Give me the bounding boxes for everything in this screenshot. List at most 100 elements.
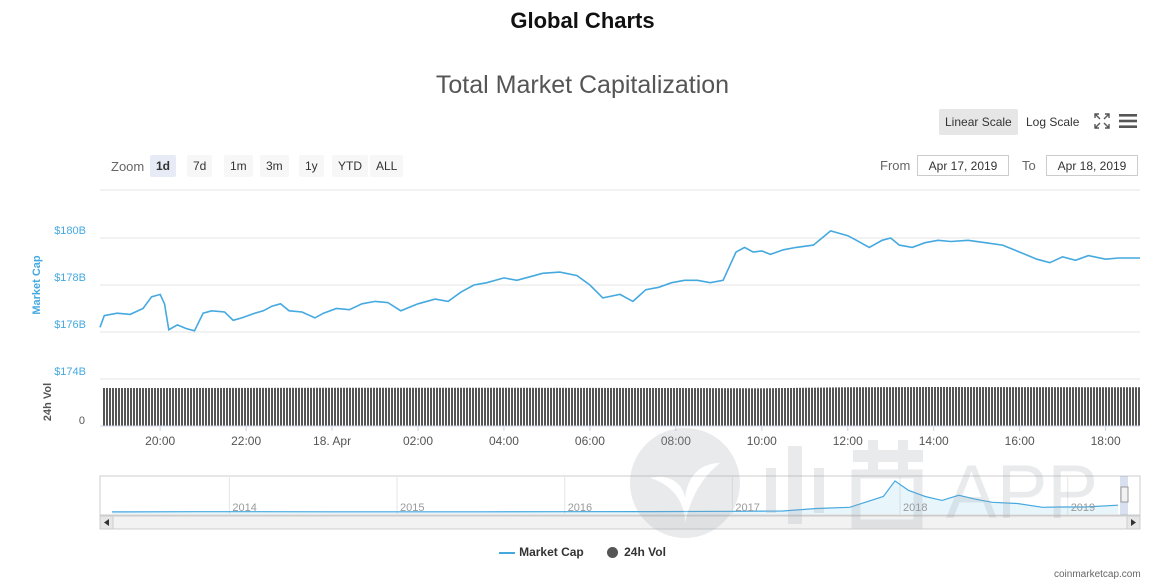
x-tick-label: 06:00 <box>575 434 605 448</box>
volume-bar <box>301 387 303 426</box>
volume-bar <box>421 387 423 426</box>
volume-bar <box>145 388 147 426</box>
credits-link[interactable]: coinmarketcap.com <box>1054 569 1141 580</box>
volume-bar <box>655 387 657 426</box>
log-scale-button[interactable]: Log Scale <box>1026 115 1080 129</box>
volume-bar <box>307 387 309 426</box>
volume-bar <box>535 387 537 426</box>
volume-bar <box>103 388 105 426</box>
volume-bar <box>265 387 267 426</box>
volume-bar <box>592 387 594 426</box>
from-date-input[interactable]: Apr 17, 2019 <box>917 155 1009 176</box>
volume-bar <box>538 387 540 426</box>
y-tick-label: $176B <box>54 319 86 331</box>
volume-bar <box>292 387 294 426</box>
volume-bar <box>241 387 243 426</box>
volume-bar <box>571 387 573 426</box>
menu-icon[interactable] <box>1118 112 1138 130</box>
volume-bar <box>799 387 801 426</box>
volume-bar <box>370 387 372 426</box>
volume-bar <box>106 388 108 426</box>
volume-bar <box>667 388 669 426</box>
volume-bar <box>1135 387 1137 426</box>
navigator-handle[interactable] <box>1120 486 1129 503</box>
volume-bar <box>769 388 771 426</box>
to-date-input[interactable]: Apr 18, 2019 <box>1046 155 1138 176</box>
volume-bar <box>1027 387 1029 426</box>
volume-bar <box>1096 387 1098 426</box>
scrollbar-track[interactable] <box>99 515 1141 530</box>
volume-bar <box>1051 387 1053 426</box>
y-tick-label: $174B <box>54 366 86 378</box>
volume-bar <box>907 387 909 426</box>
volume-bar <box>1021 387 1023 426</box>
zoom-button-1y[interactable]: 1y <box>299 155 324 177</box>
volume-bar <box>220 387 222 426</box>
volume-bar <box>493 387 495 426</box>
volume-bar <box>142 388 144 426</box>
volume-bar <box>652 387 654 426</box>
volume-bar <box>400 387 402 426</box>
x-tick-label: 16:00 <box>1005 434 1035 448</box>
volume-bar <box>631 387 633 426</box>
linear-scale-button[interactable]: Linear Scale <box>939 109 1018 135</box>
volume-bar <box>478 387 480 426</box>
fullscreen-icon[interactable] <box>1093 112 1111 130</box>
volume-bar <box>811 387 813 426</box>
volume-bar <box>775 388 777 426</box>
volume-bar <box>754 388 756 426</box>
volume-bar <box>424 387 426 426</box>
zoom-button-1m[interactable]: 1m <box>224 155 253 177</box>
volume-bar <box>418 387 420 426</box>
volume-bar <box>190 387 192 426</box>
volume-bar <box>1111 387 1113 426</box>
zoom-button-all[interactable]: ALL <box>370 155 404 177</box>
volume-bar <box>469 387 471 426</box>
legend-item-market-cap[interactable]: Market Cap <box>499 545 584 559</box>
volume-bar <box>136 388 138 426</box>
volume-bar <box>1132 387 1134 426</box>
volume-bar <box>745 388 747 426</box>
volume-bar <box>121 388 123 426</box>
legend-label-volume: 24h Vol <box>624 545 666 559</box>
volume-bar <box>802 387 804 426</box>
volume-axis-tick: 0 <box>79 415 85 427</box>
zoom-button-ytd[interactable]: YTD <box>332 155 368 177</box>
x-tick-label: 08:00 <box>661 434 691 448</box>
volume-bar <box>550 387 552 426</box>
volume-bar <box>358 387 360 426</box>
volume-bar <box>739 388 741 426</box>
volume-bar <box>394 387 396 426</box>
volume-bar <box>490 387 492 426</box>
volume-bar <box>673 388 675 426</box>
zoom-button-1d[interactable]: 1d <box>150 155 177 177</box>
volume-bar <box>670 388 672 426</box>
volume-bar <box>847 387 849 426</box>
volume-bar <box>397 387 399 426</box>
volume-bar <box>844 387 846 426</box>
volume-bar <box>598 387 600 426</box>
zoom-button-7d[interactable]: 7d <box>187 155 213 177</box>
volume-bar <box>874 387 876 426</box>
volume-bar <box>325 387 327 426</box>
volume-bar <box>499 387 501 426</box>
zoom-button-3m[interactable]: 3m <box>260 155 289 177</box>
volume-bar <box>742 388 744 426</box>
volume-bar <box>1030 387 1032 426</box>
volume-bar <box>1081 387 1083 426</box>
volume-bar <box>883 387 885 426</box>
volume-bar <box>355 387 357 426</box>
volume-bar <box>373 387 375 426</box>
chart-title: Total Market Capitalization <box>435 71 730 99</box>
volume-bar <box>730 388 732 426</box>
legend-item-volume[interactable]: 24h Vol <box>607 545 666 559</box>
volume-bar <box>913 387 915 426</box>
market-cap-series-line <box>99 230 1140 332</box>
volume-bar <box>502 387 504 426</box>
volume-bar <box>553 387 555 426</box>
volume-bar <box>577 387 579 426</box>
volume-bar <box>376 387 378 426</box>
volume-bar <box>862 387 864 426</box>
volume-bar <box>388 387 390 426</box>
